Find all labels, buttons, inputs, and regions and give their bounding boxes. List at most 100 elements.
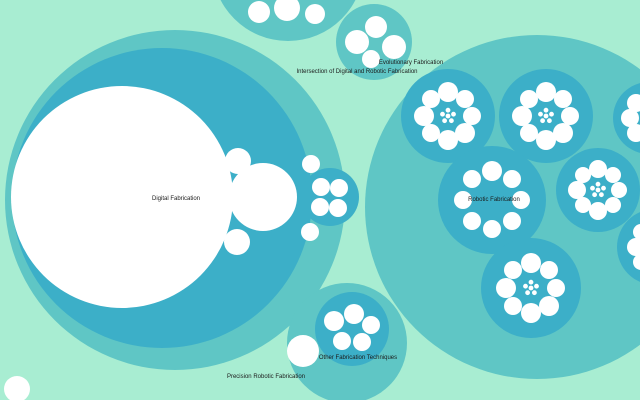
pack-node-dot[interactable] xyxy=(523,283,528,289)
pack-node-dot[interactable] xyxy=(528,285,534,291)
pack-node-leaf[interactable] xyxy=(4,376,30,400)
pack-node-leaf[interactable] xyxy=(345,30,369,54)
pack-node-leaf[interactable] xyxy=(422,90,440,108)
pack-node-dot[interactable] xyxy=(590,185,595,191)
pack-node-leaf[interactable] xyxy=(605,197,621,213)
pack-node-inner[interactable] xyxy=(438,146,546,254)
pack-node-dot[interactable] xyxy=(442,118,447,124)
pack-node-leaf[interactable] xyxy=(463,170,481,188)
pack-node-leaf[interactable] xyxy=(414,106,434,126)
pack-node-leaf[interactable] xyxy=(536,82,556,102)
pack-node-leaf[interactable] xyxy=(456,90,474,108)
pack-node-leaf[interactable] xyxy=(539,296,559,316)
pack-node-dot[interactable] xyxy=(595,181,601,187)
pack-node-leaf[interactable] xyxy=(463,212,481,230)
pack-node-leaf[interactable] xyxy=(438,130,458,150)
pack-node-leaf[interactable] xyxy=(633,224,640,240)
pack-node-leaf[interactable] xyxy=(520,90,538,108)
pack-node-leaf[interactable] xyxy=(540,261,558,279)
pack-node-leaf[interactable] xyxy=(521,303,541,323)
pack-node-leaf[interactable] xyxy=(521,253,541,273)
pack-node-leaf[interactable] xyxy=(504,261,522,279)
pack-node-inner[interactable] xyxy=(315,292,389,366)
pack-node-leaf[interactable] xyxy=(496,278,516,298)
pack-node-dot[interactable] xyxy=(445,107,451,113)
pack-node-leaf[interactable] xyxy=(561,107,579,125)
pack-node-leaf[interactable] xyxy=(503,212,521,230)
pack-node-dot[interactable] xyxy=(549,111,554,117)
pack-node-leaf[interactable] xyxy=(329,199,347,217)
pack-node-leaf[interactable] xyxy=(311,198,329,216)
pack-node-leaf[interactable] xyxy=(455,123,475,143)
pack-node-leaf[interactable] xyxy=(365,16,387,38)
pack-node-leaf[interactable] xyxy=(454,191,472,209)
pack-node-leaf[interactable] xyxy=(248,1,270,23)
pack-node-leaf[interactable] xyxy=(575,197,591,213)
pack-node-leaf[interactable] xyxy=(224,229,250,255)
pack-node-leaf[interactable] xyxy=(312,178,330,196)
pack-node-leaf[interactable] xyxy=(504,297,522,315)
pack-node-leaf[interactable] xyxy=(512,191,530,209)
pack-node-leaf[interactable] xyxy=(589,160,607,178)
pack-node-leaf[interactable] xyxy=(575,167,591,183)
pack-node-leaf[interactable] xyxy=(627,124,640,142)
pack-node-leaf[interactable] xyxy=(611,182,627,198)
pack-node-leaf[interactable] xyxy=(302,155,320,173)
pack-node-dot[interactable] xyxy=(592,192,597,198)
pack-node-leaf[interactable] xyxy=(301,223,319,241)
pack-node-leaf[interactable] xyxy=(362,316,380,334)
pack-node-leaf[interactable] xyxy=(553,123,573,143)
pack-node-dot[interactable] xyxy=(543,107,549,113)
pack-node-leaf[interactable] xyxy=(605,167,621,183)
pack-node-leaf[interactable] xyxy=(353,333,371,351)
pack-node-dot[interactable] xyxy=(440,111,445,117)
pack-node-leaf[interactable] xyxy=(305,4,325,24)
pack-node-leaf[interactable] xyxy=(229,163,297,231)
pack-node-leaf[interactable] xyxy=(11,86,233,308)
pack-node-leaf[interactable] xyxy=(274,0,300,21)
pack-node-leaf[interactable] xyxy=(589,202,607,220)
pack-node-leaf[interactable] xyxy=(438,82,458,102)
pack-node-dot[interactable] xyxy=(451,111,456,117)
pack-node-leaf[interactable] xyxy=(568,181,586,199)
pack-node-leaf[interactable] xyxy=(287,335,319,367)
pack-node-leaf[interactable] xyxy=(382,35,406,59)
pack-node-leaf[interactable] xyxy=(554,90,572,108)
pack-node-leaf[interactable] xyxy=(547,279,565,297)
pack-node-leaf[interactable] xyxy=(627,238,640,256)
pack-node-leaf[interactable] xyxy=(333,332,351,350)
pack-node-dot[interactable] xyxy=(445,113,451,119)
pack-node-dot[interactable] xyxy=(601,185,606,191)
pack-node-dot[interactable] xyxy=(525,290,530,296)
pack-node-dot[interactable] xyxy=(532,290,537,296)
pack-node-outer[interactable] xyxy=(336,4,412,80)
pack-node-dot[interactable] xyxy=(599,192,604,198)
pack-node-dot[interactable] xyxy=(449,118,454,124)
node-label: Other Fabrication Techniques xyxy=(319,355,397,361)
pack-node-leaf[interactable] xyxy=(362,50,380,68)
pack-node-dot[interactable] xyxy=(543,113,549,119)
pack-node-leaf[interactable] xyxy=(225,148,251,174)
pack-node-dot[interactable] xyxy=(547,118,552,124)
pack-node-leaf[interactable] xyxy=(422,124,440,142)
pack-node-leaf[interactable] xyxy=(330,179,348,197)
pack-node-dot[interactable] xyxy=(540,118,545,124)
pack-node-leaf[interactable] xyxy=(621,109,639,127)
pack-node-leaf[interactable] xyxy=(503,170,521,188)
pack-node-inner[interactable] xyxy=(301,168,359,226)
pack-node-dot[interactable] xyxy=(538,111,543,117)
pack-node-leaf[interactable] xyxy=(344,304,364,324)
pack-node-leaf[interactable] xyxy=(520,124,538,142)
pack-node-leaf[interactable] xyxy=(324,311,344,331)
pack-node-leaf[interactable] xyxy=(536,130,556,150)
pack-node-leaf[interactable] xyxy=(633,254,640,270)
pack-node-leaf[interactable] xyxy=(627,94,640,112)
pack-node-dot[interactable] xyxy=(595,187,601,193)
pack-node-leaf[interactable] xyxy=(482,161,502,181)
pack-node-leaf[interactable] xyxy=(512,106,532,126)
pack-node-dot[interactable] xyxy=(534,283,539,289)
pack-node-leaf[interactable] xyxy=(463,107,481,125)
pack-node-dot[interactable] xyxy=(528,279,534,285)
pack-node-leaf[interactable] xyxy=(483,220,501,238)
